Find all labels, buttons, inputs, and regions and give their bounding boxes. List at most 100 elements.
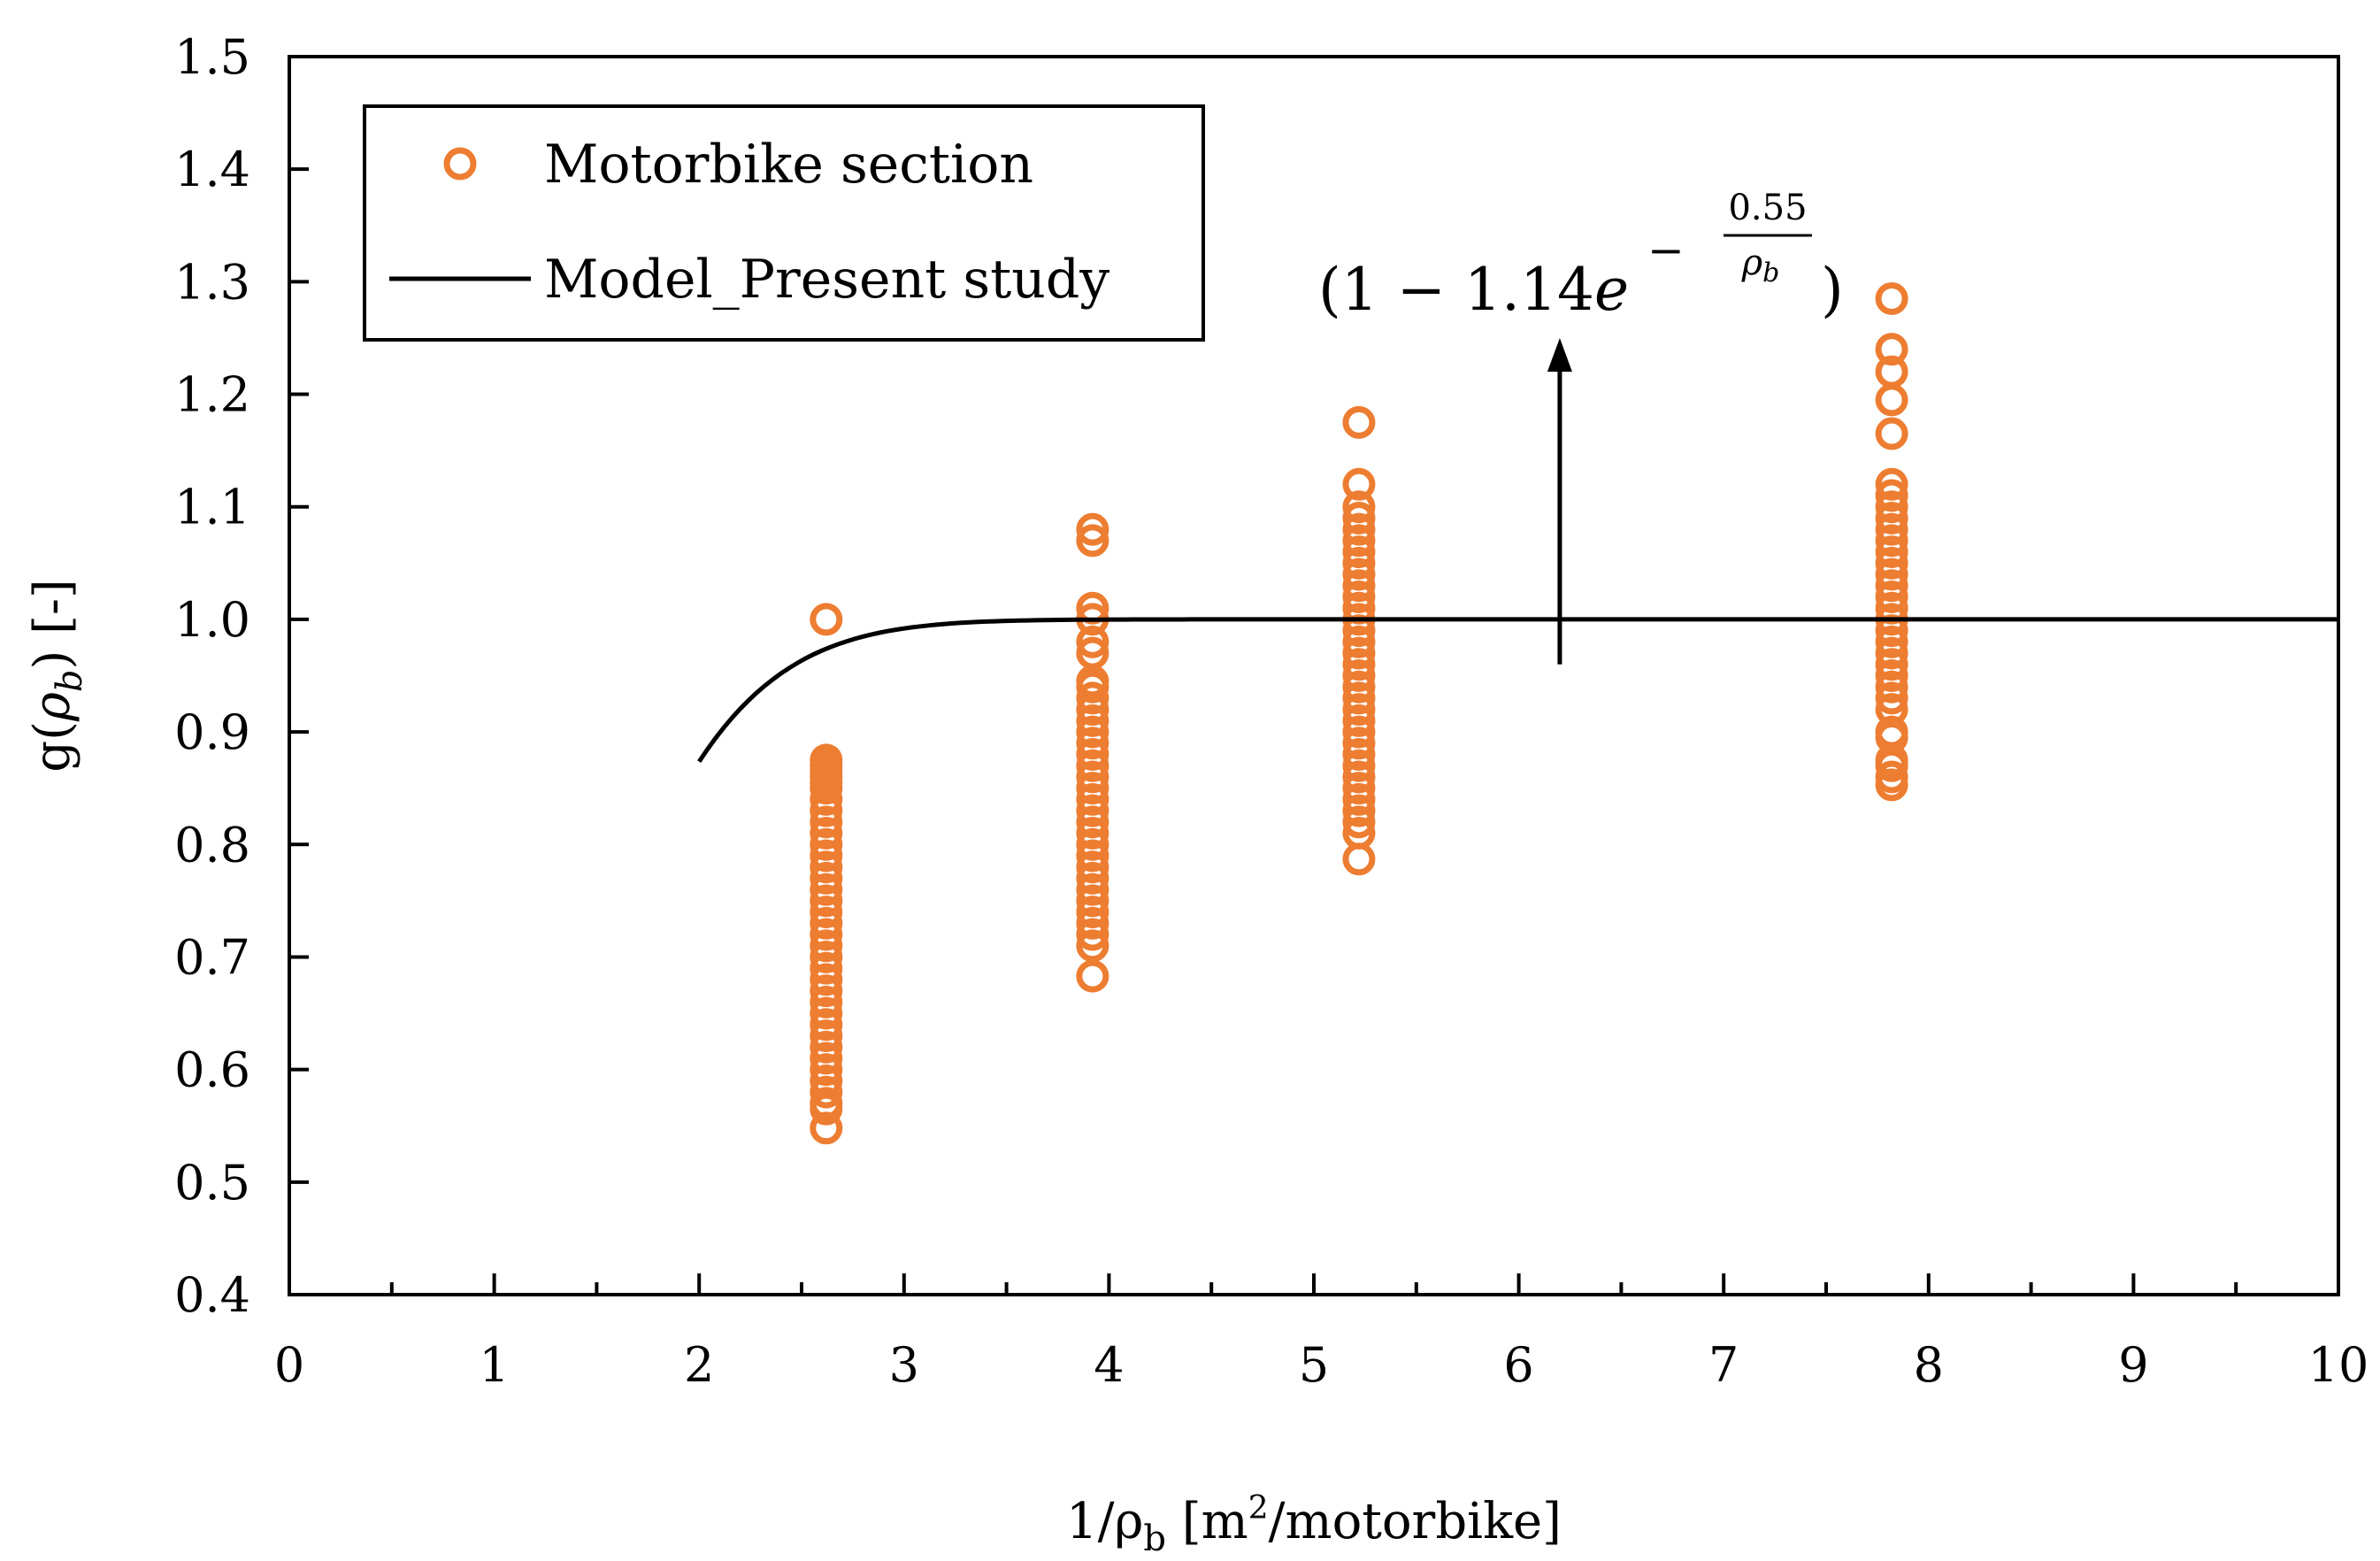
- data-point: [1875, 569, 1908, 603]
- data-point: [1342, 760, 1376, 794]
- data-point: [1342, 704, 1376, 737]
- scatter-series-motorbike-section: [810, 281, 1908, 1145]
- x-tick-label: 6: [1503, 1337, 1533, 1393]
- data-point: [1076, 727, 1109, 760]
- data-point: [810, 884, 843, 918]
- data-point: [1342, 524, 1376, 558]
- annotation-formula: (1 − 1.14e − 0.55 ρb ): [1318, 188, 1844, 665]
- data-point: [810, 906, 843, 940]
- x-tick-label: 4: [1094, 1337, 1124, 1393]
- data-point: [1875, 636, 1908, 670]
- data-point: [1875, 512, 1908, 546]
- data-point: [1342, 681, 1376, 715]
- data-point: [1875, 546, 1908, 580]
- data-point: [810, 782, 843, 816]
- y-tick-label: 0.9: [174, 704, 250, 760]
- data-point: [1342, 558, 1376, 591]
- y-tick-label: 0.4: [174, 1267, 250, 1323]
- data-point: [810, 1008, 843, 1042]
- data-point: [810, 1075, 843, 1109]
- data-point: [1342, 580, 1376, 613]
- data-point: [1076, 749, 1109, 782]
- legend-marker-circle: [443, 147, 477, 181]
- data-point: [810, 861, 843, 895]
- y-axis-title: g(ρb) [-]: [24, 579, 90, 773]
- data-point: [1076, 896, 1109, 929]
- y-tick-label: 1.4: [174, 142, 250, 197]
- data-point: [1342, 569, 1376, 603]
- annotation-close-paren: ): [1821, 256, 1844, 324]
- x-axis-title: 1/ρb [m2/motorbike]: [1066, 1490, 1562, 1559]
- data-point: [1342, 842, 1376, 876]
- data-point: [1076, 861, 1109, 895]
- data-point: [1076, 670, 1109, 704]
- data-point: [1076, 512, 1109, 546]
- y-tick-label: 1.0: [174, 592, 250, 648]
- data-point: [1875, 383, 1908, 417]
- data-point: [1875, 524, 1908, 558]
- y-tick-label: 0.6: [174, 1042, 250, 1098]
- data-point: [810, 1092, 843, 1126]
- y-tick-label: 1.3: [174, 254, 250, 310]
- data-point: [810, 817, 843, 850]
- data-point: [1076, 884, 1109, 918]
- data-point: [1076, 873, 1109, 906]
- data-point: [1076, 794, 1109, 827]
- data-point: [1076, 772, 1109, 805]
- data-point: [810, 1019, 843, 1052]
- data-point: [1076, 693, 1109, 727]
- x-tick-label: 10: [2308, 1337, 2369, 1393]
- x-axis-title-subscript: b: [1143, 1519, 1166, 1559]
- y-tick-label: 0.5: [174, 1155, 250, 1211]
- data-point: [1076, 715, 1109, 749]
- data-point: [1076, 625, 1109, 658]
- data-point: [1076, 850, 1109, 884]
- line-series-model: [697, 617, 2338, 764]
- data-point: [1076, 760, 1109, 794]
- x-axis-title-superscript: 2: [1248, 1490, 1269, 1526]
- x-tick-label: 3: [889, 1337, 919, 1393]
- annotation-exponent-minus: −: [1647, 225, 1685, 276]
- data-point: [1076, 959, 1109, 993]
- data-point: [1875, 535, 1908, 569]
- data-point: [1076, 918, 1109, 951]
- data-point: [1342, 670, 1376, 704]
- data-point: [1342, 512, 1376, 546]
- data-point: [1342, 772, 1376, 805]
- data-point: [1342, 727, 1376, 760]
- data-point: [1076, 524, 1109, 558]
- data-point: [1076, 906, 1109, 940]
- data-point: [1342, 805, 1376, 839]
- x-tick-label: 1: [479, 1337, 509, 1393]
- data-point: [1875, 417, 1908, 450]
- data-point: [810, 772, 843, 805]
- legend-label-motorbike-section: Motorbike section: [544, 134, 1033, 196]
- data-point: [1076, 704, 1109, 737]
- annotation-exponent-numerator: 0.55: [1728, 188, 1807, 228]
- data-point: [810, 805, 843, 839]
- legend: Motorbike section Model_Present study: [363, 104, 1205, 342]
- data-point: [1076, 929, 1109, 963]
- data-point: [810, 929, 843, 963]
- data-point: [1342, 546, 1376, 580]
- data-point: [810, 1042, 843, 1075]
- data-point: [1076, 827, 1109, 861]
- y-axis-title-subscript: b: [50, 670, 90, 693]
- data-point: [1342, 625, 1376, 658]
- data-point: [1342, 738, 1376, 772]
- data-point: [810, 951, 843, 985]
- data-point: [1342, 501, 1376, 534]
- data-point: [1342, 535, 1376, 569]
- data-point: [1342, 648, 1376, 681]
- x-tick-label: 5: [1299, 1337, 1329, 1393]
- data-point: [1875, 558, 1908, 591]
- data-point: [810, 974, 843, 1008]
- data-point: [1342, 749, 1376, 782]
- data-point: [810, 850, 843, 884]
- data-point: [810, 1111, 843, 1145]
- x-tick-label: 9: [2118, 1337, 2148, 1393]
- data-point: [810, 1030, 843, 1064]
- data-point: [1076, 839, 1109, 873]
- data-point: [1875, 681, 1908, 715]
